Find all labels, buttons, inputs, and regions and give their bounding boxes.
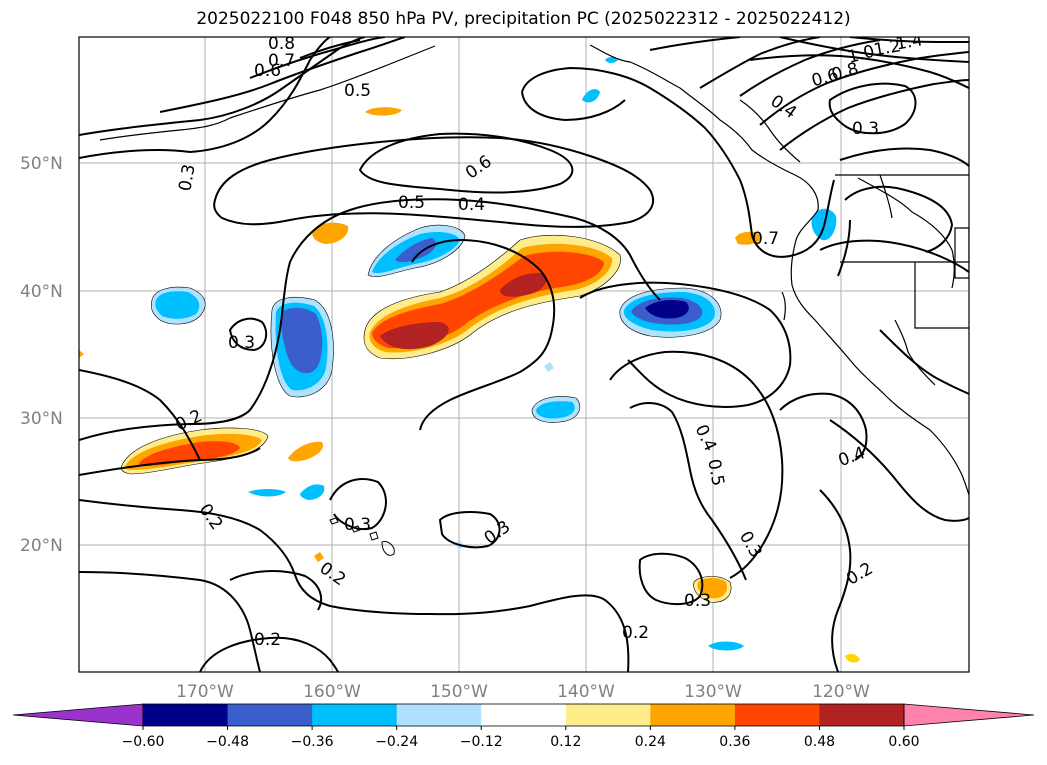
lon-axis: 170°W 160°W 150°W 140°W 130°W 120°W <box>176 682 870 702</box>
colorbar-tick-label: 0.60 <box>888 734 919 750</box>
colorbar-segment <box>819 704 905 726</box>
colorbar-extend-low <box>12 703 144 727</box>
colorbar-tick-label: −0.12 <box>460 734 503 750</box>
colorbar-tick-label: −0.36 <box>291 734 334 750</box>
svg-text:0.3: 0.3 <box>344 515 371 535</box>
lon-label: 150°W <box>430 682 488 702</box>
lon-label: 130°W <box>684 682 742 702</box>
lat-axis: 50°N 40°N 30°N 20°N <box>20 154 63 556</box>
colorbar-outline <box>142 703 905 727</box>
svg-text:0.5: 0.5 <box>344 81 371 101</box>
svg-text:0.3: 0.3 <box>175 163 199 193</box>
colorbar-segment <box>312 704 398 726</box>
lon-label: 170°W <box>176 682 234 702</box>
map-title: 2025022100 F048 850 hPa PV, precipitatio… <box>196 9 851 29</box>
svg-text:0.3: 0.3 <box>228 333 255 353</box>
colorbar-segment <box>481 704 567 726</box>
svg-text:0.8: 0.8 <box>268 34 295 54</box>
svg-text:0.2: 0.2 <box>254 630 281 650</box>
svg-text:0.6: 0.6 <box>254 61 281 81</box>
colorbar-segment <box>565 704 651 726</box>
lat-label: 50°N <box>20 154 63 174</box>
precip-shading <box>79 57 860 663</box>
colorbar-tick-label: −0.24 <box>375 734 418 750</box>
colorbar <box>12 703 1035 727</box>
colorbar-ticks: −0.60 −0.48 −0.36 −0.24 −0.12 0.12 0.24 0.36 0.4… <box>122 726 920 750</box>
svg-text:0.3: 0.3 <box>852 119 879 139</box>
lon-label: 160°W <box>303 682 361 702</box>
plot-frame <box>78 36 970 673</box>
svg-text:0.5: 0.5 <box>703 458 727 488</box>
svg-text:1.4: 1.4 <box>894 30 924 54</box>
colorbar-tick-label: −0.48 <box>206 734 249 750</box>
lat-label: 30°N <box>20 409 63 429</box>
svg-text:0.4: 0.4 <box>458 195 485 215</box>
colorbar-tick-label: −0.60 <box>122 734 165 750</box>
svg-text:0.3: 0.3 <box>684 591 711 611</box>
svg-text:0.2: 0.2 <box>622 623 649 643</box>
svg-text:0.5: 0.5 <box>398 193 425 213</box>
colorbar-tick-label: 0.36 <box>719 734 750 750</box>
colorbar-segment <box>650 704 736 726</box>
lon-label: 140°W <box>557 682 615 702</box>
contour-labels: 0.8 0.7 0.6 0.5 0.3 0.6 0.5 0.4 0.3 0.2 … <box>172 30 924 650</box>
svg-text:0.7: 0.7 <box>268 51 295 71</box>
colorbar-segment <box>227 704 313 726</box>
colorbar-segment <box>143 704 229 726</box>
svg-text:0.7: 0.7 <box>752 229 779 249</box>
colorbar-extend-high <box>903 703 1035 727</box>
pv-contours <box>79 37 969 672</box>
lon-label: 120°W <box>812 682 870 702</box>
colorbar-segment <box>734 704 820 726</box>
colorbar-tick-label: 0.12 <box>550 734 581 750</box>
colorbar-tick-label: 0.24 <box>635 734 666 750</box>
plot-area <box>79 37 969 672</box>
lat-label: 20°N <box>20 536 63 556</box>
lat-label: 40°N <box>20 282 63 302</box>
hawaii-islands <box>329 517 395 556</box>
precip-outlines <box>120 224 732 603</box>
coastlines <box>99 44 969 496</box>
svg-text:1.2: 1.2 <box>872 36 902 60</box>
colorbar-tick-label: 0.48 <box>804 734 835 750</box>
colorbar-segment <box>396 704 482 726</box>
